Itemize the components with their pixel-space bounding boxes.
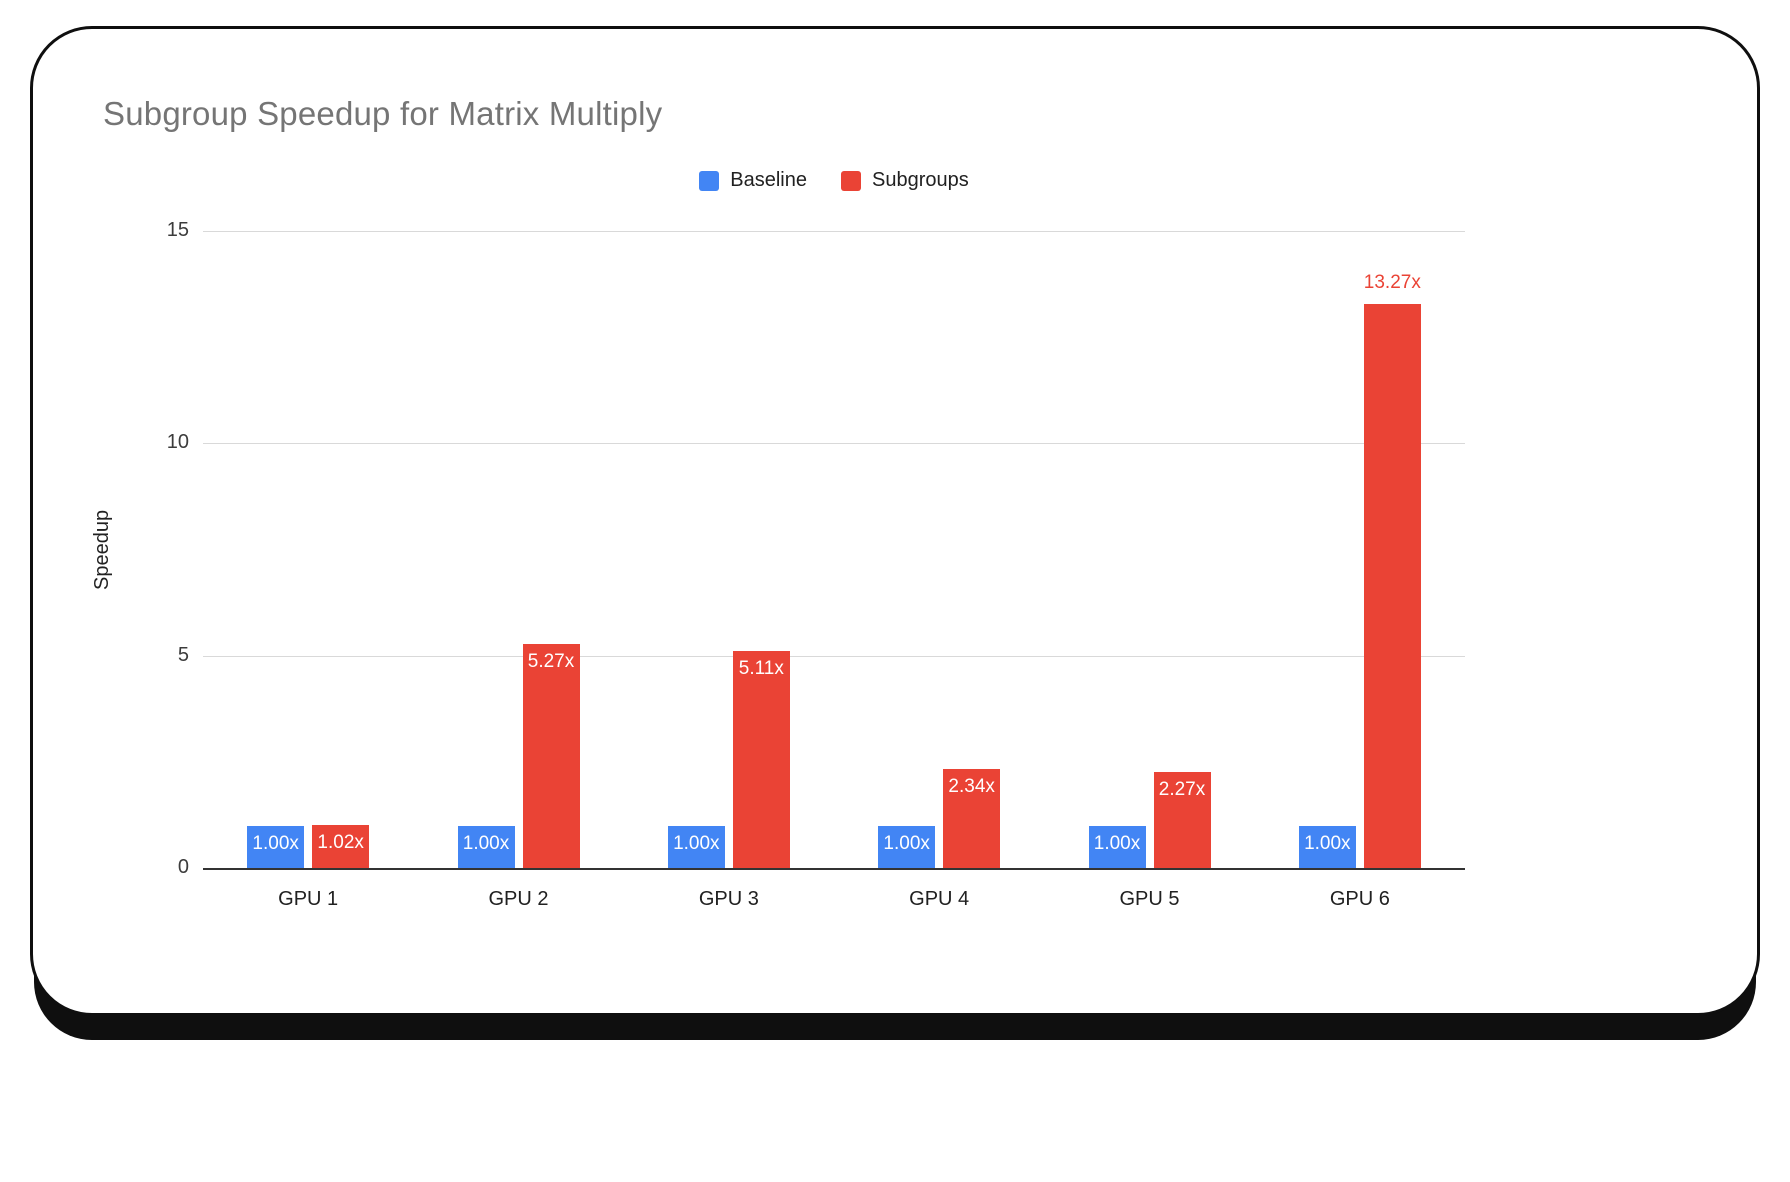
bar-subgroups-gpu-1 xyxy=(312,824,370,868)
legend-item-baseline: Baseline xyxy=(699,169,807,192)
bar-value-label-subgroups-gpu-3: 5.11x xyxy=(738,657,784,679)
bar-subgroups-gpu-6 xyxy=(1363,304,1421,868)
x-axis-label-gpu-6: GPU 6 xyxy=(1329,888,1390,910)
bar-value-label-baseline-gpu-6: 1.00x xyxy=(1304,832,1351,854)
x-axis-label-gpu-3: GPU 3 xyxy=(698,888,759,910)
x-axis-labels: GPU 1 GPU 2 GPU 3 GPU 4 GPU 5 GPU 6 xyxy=(203,880,1465,910)
gridline-5 xyxy=(203,655,1465,657)
gridline-10 xyxy=(203,443,1465,445)
bar-baseline-gpu-3 xyxy=(667,825,725,868)
plot-area: 1.00x 1.02x 1.00x 5.27x 1.00x 5.11x 1.00x 2.34x… xyxy=(203,231,1465,870)
x-axis-label-gpu-4: GPU 4 xyxy=(909,888,970,910)
bar-value-label-baseline-gpu-4: 1.00x xyxy=(883,832,930,854)
x-axis-label-gpu-2: GPU 2 xyxy=(488,888,549,910)
y-axis-ticks: 0 5 10 15 xyxy=(33,219,189,878)
legend-swatch-baseline xyxy=(699,170,720,191)
y-axis-tick-0: 0 xyxy=(177,856,189,878)
bar-subgroups-gpu-4 xyxy=(943,768,1001,868)
legend-item-subgroups: Subgroups xyxy=(840,169,969,192)
bar-subgroups-gpu-3 xyxy=(732,651,790,868)
x-axis-label-gpu-1: GPU 1 xyxy=(278,888,339,910)
bar-value-label-subgroups-gpu-5: 2.27x xyxy=(1158,778,1206,800)
y-axis-tick-15: 15 xyxy=(166,219,189,241)
chart-card: Subgroup Speedup for Matrix Multiply Bas… xyxy=(30,26,1760,1016)
bar-subgroups-gpu-5 xyxy=(1153,771,1211,868)
y-axis-tick-5: 5 xyxy=(177,643,189,666)
x-axis-label-gpu-5: GPU 5 xyxy=(1119,888,1180,910)
y-axis-tick-10: 10 xyxy=(166,431,189,454)
bar-subgroups-gpu-2 xyxy=(522,644,580,868)
legend: Baseline Subgroups xyxy=(203,169,1465,192)
bar-baseline-gpu-6 xyxy=(1298,825,1356,868)
bar-value-label-subgroups-gpu-1: 1.02x xyxy=(317,831,364,853)
bar-baseline-gpu-4 xyxy=(878,825,936,868)
bar-value-label-subgroups-gpu-6: 13.27x xyxy=(1363,272,1421,294)
bar-baseline-gpu-1 xyxy=(247,825,305,868)
bar-value-label-subgroups-gpu-2: 5.27x xyxy=(527,651,575,673)
legend-label-subgroups: Subgroups xyxy=(871,169,969,191)
bar-value-label-baseline-gpu-2: 1.00x xyxy=(462,832,510,854)
bar-value-label-subgroups-gpu-4: 2.34x xyxy=(948,775,995,797)
legend-swatch-subgroups xyxy=(840,170,861,191)
gridline-15 xyxy=(203,231,1465,232)
bar-baseline-gpu-5 xyxy=(1088,825,1146,868)
bar-value-label-baseline-gpu-3: 1.00x xyxy=(673,832,720,854)
chart-title: Subgroup Speedup for Matrix Multiply xyxy=(103,95,663,132)
bar-value-label-baseline-gpu-1: 1.00x xyxy=(252,832,299,854)
bar-value-label-baseline-gpu-5: 1.00x xyxy=(1093,832,1141,854)
legend-label-baseline: Baseline xyxy=(730,169,807,191)
bar-baseline-gpu-2 xyxy=(457,825,515,868)
